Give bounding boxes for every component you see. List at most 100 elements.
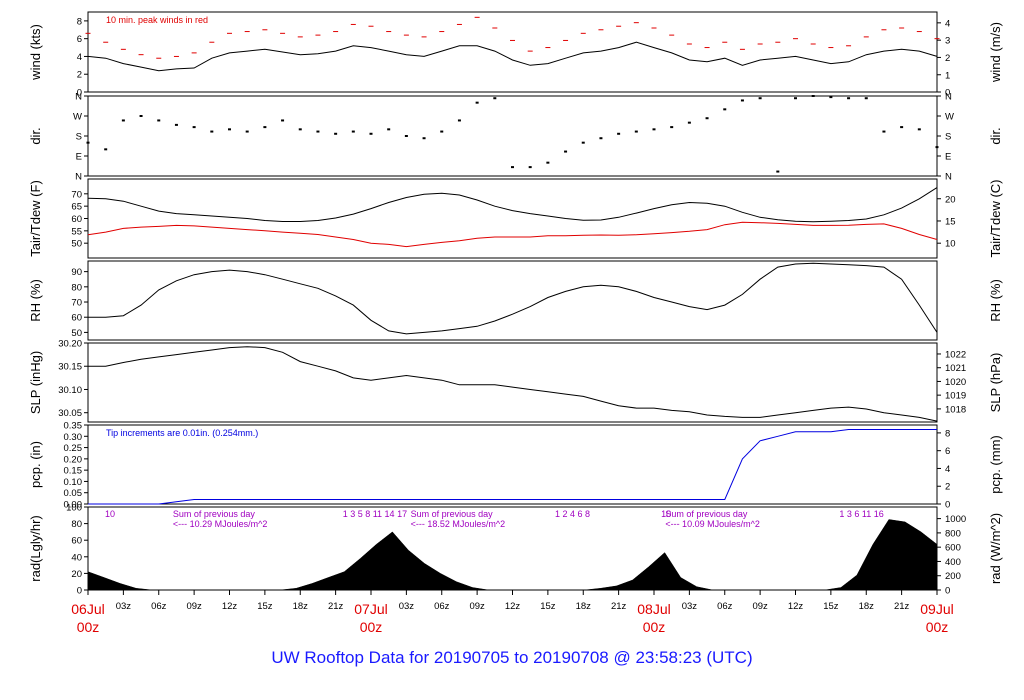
y-axis-label-right: RH (%) [988,279,1003,322]
annotation-rad: Sum of previous day [665,509,748,519]
y-tick-label: 0.00 [64,500,83,511]
dir-point [634,130,638,133]
dir-point [740,99,744,102]
x-day-time-label: 00z [360,619,383,635]
y-tick-label: S [76,132,82,143]
panel-slp: 30.05 30.10 30.15 30.20 1018 1019 1020 1021 1022… [28,339,1003,423]
y-tick-label: 100 [66,503,82,514]
dir-point [670,126,674,129]
x-hour-label: 03z [116,601,132,612]
y-tick-label: N [75,92,82,103]
y-tick-label: 0.10 [64,477,83,488]
x-hour-label: 06z [717,601,733,612]
dir-point [192,126,196,129]
dir-point [457,119,461,122]
x-hour-label: 18z [859,601,875,612]
dir-point [599,137,603,140]
dir-point [475,101,479,104]
series-rh-line [88,262,938,335]
panel-wind: 0 2 4 6 8 0 1 2 3 4 wind (kts) wind (m/s) 10 min. pe… [28,11,1003,99]
dir-point [281,119,285,122]
series-temp-line [87,187,938,223]
annotation-rad: Sum of previous day [411,509,494,519]
panel-wind-frame [87,11,938,93]
y-tick-label-right: 1021 [945,363,966,374]
dir-point [864,97,868,100]
y-axis-label-right: wind (m/s) [988,22,1003,83]
dir-point [758,97,762,100]
y-tick-label-right: 3 [945,36,950,47]
y-tick-label-right: S [945,132,951,143]
annotation-rad: Sum of previous day [173,509,256,519]
dir-point [882,130,886,133]
y-tick-label-right: 600 [945,543,961,554]
y-tick-label: N [75,172,82,183]
y-tick-label-right: 20 [945,194,956,205]
dir-point [369,132,373,135]
dir-point [157,119,161,122]
panel-rh: 50 60 70 80 90 RH (%) RH (%) [28,260,1003,341]
dir-point [652,128,656,131]
dir-point [794,97,797,100]
x-hour-label: 06z [151,601,167,612]
y-axis-label-left: rad(Lgly/hr) [28,515,43,581]
series-rad-area [87,519,938,591]
dir-point [174,123,178,126]
panel-rad: 02040608010002004006008001000rad(Lgly/hr… [28,503,1003,597]
y-axis-label-right: pcp. (mm) [988,435,1003,494]
panel-precip-frame [87,424,938,505]
y-tick-label: 30.15 [58,362,82,373]
annotation-rad: <--- 10.09 MJoules/m^2 [665,519,760,529]
x-day-label: 09Jul [920,601,953,617]
x-day-time-label: 00z [643,619,666,635]
y-tick-label: 2 [77,70,82,81]
dir-point [581,141,585,144]
dir-point [776,170,780,173]
x-hour-label: 21z [894,601,910,612]
y-tick-label: 80 [71,282,82,293]
y-tick-label: 20 [71,569,82,580]
dir-point [86,141,90,144]
y-tick-label-right: 200 [945,571,961,582]
y-tick-label-right: 10 [945,239,956,250]
x-hour-label: 21z [328,601,344,612]
dir-point [511,166,514,169]
y-tick-label: 70 [71,189,82,200]
y-tick-label-right: 0 [945,500,950,511]
y-tick-label: 60 [71,313,82,324]
y-tick-label: 8 [77,16,82,27]
annotation-wind: 10 min. peak winds in red [106,15,208,25]
x-hour-label: 09z [186,601,202,612]
x-hour-label: 12z [788,601,804,612]
y-tick-label-right: E [945,152,951,163]
y-tick-label-right: 1022 [945,349,966,360]
x-day-time-label: 00z [77,619,100,635]
x-day-label: 07Jul [354,601,387,617]
annotation-rad: 10 [661,509,671,519]
y-tick-label: 0.30 [64,432,83,443]
y-tick-label-right: 400 [945,557,961,568]
y-tick-label: 0.35 [64,421,83,432]
dir-point [705,117,709,120]
y-axis-label-left: Tair/Tdew (F) [28,180,43,257]
y-tick-label-right: N [945,92,952,103]
series-slp-line [88,346,938,422]
annotation-rad: 1 3 5 8 11 14 17 [343,509,407,519]
x-hour-label: 18z [293,601,309,612]
y-tick-label: 0.25 [64,443,83,454]
x-day-label: 08Jul [637,601,670,617]
x-day-label: 06Jul [71,601,104,617]
dir-point [687,121,691,124]
y-tick-label: 70 [71,298,82,309]
annotation-rad: 1 2 4 6 8 [555,509,590,519]
y-tick-label-right: 1 [945,70,950,81]
y-tick-label: 40 [71,552,82,563]
dir-point [917,128,921,131]
y-axis-label-left: RH (%) [28,279,43,322]
y-tick-label-right: N [945,172,952,183]
dir-point [617,132,621,135]
y-tick-label: 55 [71,226,82,237]
x-hour-label: 18z [576,601,592,612]
